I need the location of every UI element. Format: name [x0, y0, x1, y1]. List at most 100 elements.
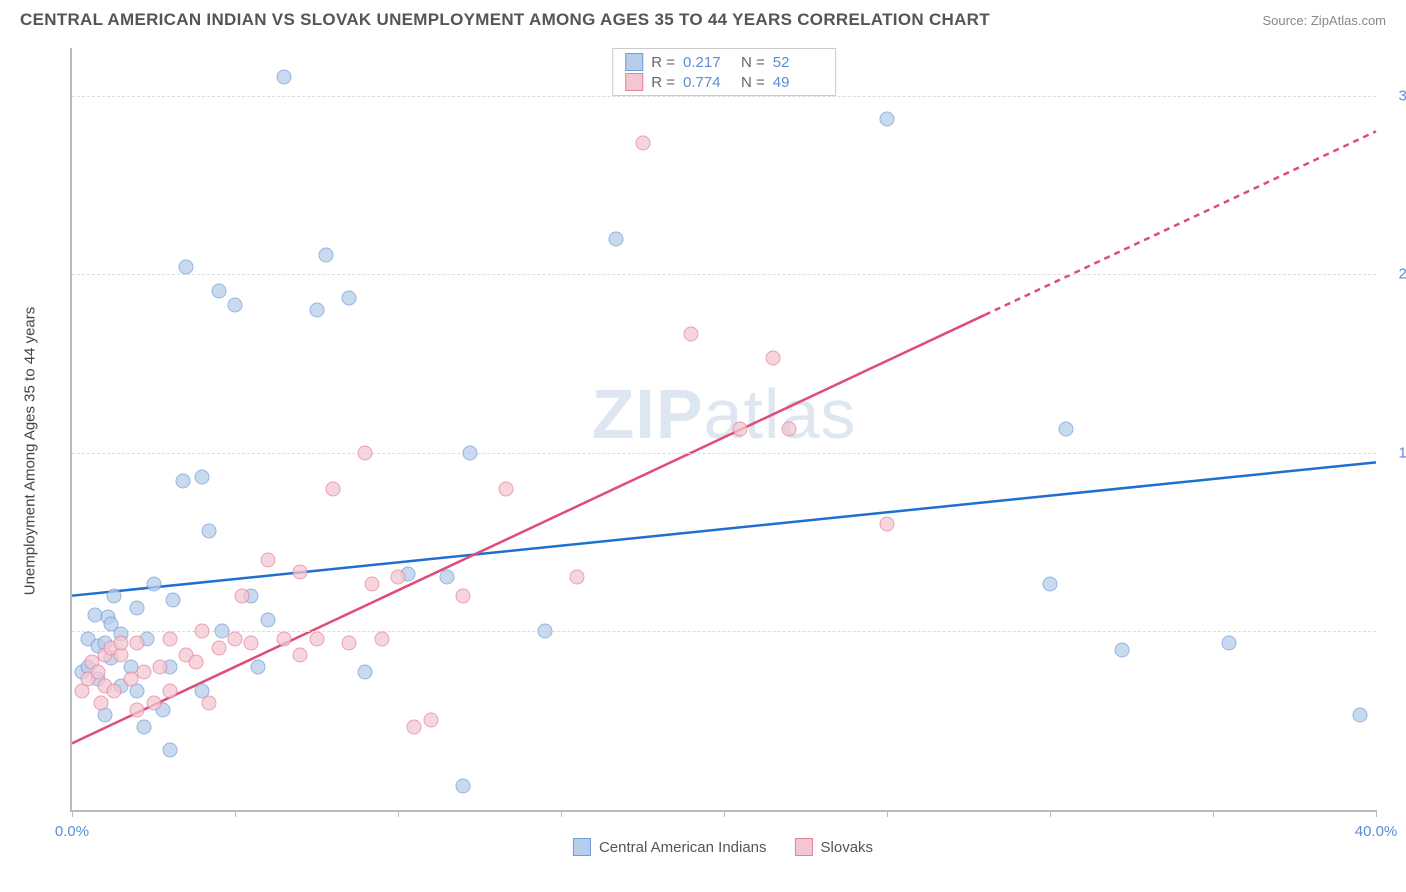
- scatter-point: [293, 564, 308, 579]
- scatter-point: [1043, 576, 1058, 591]
- scatter-point: [136, 719, 151, 734]
- plot-area: ZIPatlas R =0.217N =52R =0.774N =49 7.5%…: [70, 48, 1376, 812]
- y-tick-label: 15.0%: [1381, 444, 1406, 461]
- scatter-point: [162, 743, 177, 758]
- scatter-point: [146, 695, 161, 710]
- scatter-point: [228, 298, 243, 313]
- x-tick: [235, 810, 236, 817]
- scatter-point: [765, 350, 780, 365]
- scatter-point: [260, 552, 275, 567]
- chart-container: Unemployment Among Ages 35 to 44 years Z…: [50, 40, 1396, 862]
- y-tick-label: 22.5%: [1381, 266, 1406, 283]
- x-tick-label: 0.0%: [55, 823, 89, 840]
- legend-label: Slovaks: [821, 839, 874, 856]
- legend-n-value: 52: [773, 54, 823, 71]
- scatter-point: [130, 703, 145, 718]
- scatter-point: [782, 422, 797, 437]
- trend-line: [72, 462, 1376, 595]
- legend-top-row: R = 0.774 N = 49: [625, 72, 823, 92]
- scatter-point: [880, 112, 895, 127]
- x-tick: [72, 810, 73, 817]
- legend-n-label: N =: [741, 54, 765, 71]
- legend-r-label: R =: [651, 74, 675, 91]
- scatter-point: [309, 631, 324, 646]
- scatter-point: [358, 664, 373, 679]
- legend-r-label: R =: [651, 54, 675, 71]
- scatter-point: [1222, 636, 1237, 651]
- gridline: [72, 631, 1376, 632]
- scatter-point: [342, 291, 357, 306]
- scatter-point: [407, 719, 422, 734]
- scatter-point: [364, 576, 379, 591]
- scatter-point: [684, 326, 699, 341]
- scatter-point: [94, 695, 109, 710]
- chart-title: CENTRAL AMERICAN INDIAN VS SLOVAK UNEMPL…: [20, 10, 990, 30]
- scatter-point: [250, 660, 265, 675]
- scatter-point: [456, 779, 471, 794]
- scatter-point: [309, 302, 324, 317]
- trend-line: [985, 131, 1376, 315]
- scatter-point: [153, 660, 168, 675]
- scatter-point: [146, 576, 161, 591]
- legend-swatch: [625, 73, 643, 91]
- chart-source: Source: ZipAtlas.com: [1262, 13, 1386, 28]
- legend-n-label: N =: [741, 74, 765, 91]
- scatter-point: [325, 481, 340, 496]
- scatter-point: [130, 636, 145, 651]
- scatter-point: [175, 474, 190, 489]
- scatter-point: [162, 631, 177, 646]
- scatter-point: [107, 683, 122, 698]
- gridline: [72, 453, 1376, 454]
- scatter-point: [276, 69, 291, 84]
- correlation-legend: R =0.217N =52R =0.774N =49: [612, 48, 836, 96]
- gridline: [72, 274, 1376, 275]
- scatter-point: [188, 655, 203, 670]
- x-tick: [398, 810, 399, 817]
- scatter-point: [319, 248, 334, 263]
- scatter-point: [880, 517, 895, 532]
- scatter-point: [293, 648, 308, 663]
- scatter-point: [358, 445, 373, 460]
- scatter-point: [211, 641, 226, 656]
- trend-lines: [72, 48, 1376, 810]
- series-legend: Central American Indians Slovaks: [573, 838, 873, 856]
- scatter-point: [342, 636, 357, 651]
- scatter-point: [201, 695, 216, 710]
- chart-header: CENTRAL AMERICAN INDIAN VS SLOVAK UNEMPL…: [0, 0, 1406, 32]
- legend-top-row: R =0.217N =52: [625, 52, 823, 72]
- scatter-point: [201, 524, 216, 539]
- x-tick: [724, 810, 725, 817]
- scatter-point: [439, 569, 454, 584]
- scatter-point: [166, 593, 181, 608]
- legend-n-value: 49: [773, 74, 823, 91]
- scatter-point: [1114, 643, 1129, 658]
- scatter-point: [635, 136, 650, 151]
- scatter-point: [537, 624, 552, 639]
- y-tick-label: 7.5%: [1381, 623, 1406, 640]
- scatter-point: [195, 469, 210, 484]
- scatter-point: [260, 612, 275, 627]
- scatter-point: [113, 636, 128, 651]
- legend-swatch: [795, 838, 813, 856]
- scatter-point: [195, 624, 210, 639]
- scatter-point: [462, 445, 477, 460]
- scatter-point: [456, 588, 471, 603]
- x-tick-label: 40.0%: [1355, 823, 1398, 840]
- scatter-point: [107, 588, 122, 603]
- scatter-point: [609, 231, 624, 246]
- scatter-point: [244, 636, 259, 651]
- x-tick: [561, 810, 562, 817]
- scatter-point: [374, 631, 389, 646]
- scatter-point: [423, 712, 438, 727]
- legend-swatch: [573, 838, 591, 856]
- scatter-point: [136, 664, 151, 679]
- scatter-point: [130, 600, 145, 615]
- scatter-point: [1059, 422, 1074, 437]
- scatter-point: [162, 683, 177, 698]
- scatter-point: [91, 664, 106, 679]
- legend-r-value: 0.774: [683, 74, 733, 91]
- scatter-point: [1352, 707, 1367, 722]
- y-axis-label: Unemployment Among Ages 35 to 44 years: [22, 307, 39, 596]
- legend-label: Central American Indians: [599, 839, 767, 856]
- x-tick: [887, 810, 888, 817]
